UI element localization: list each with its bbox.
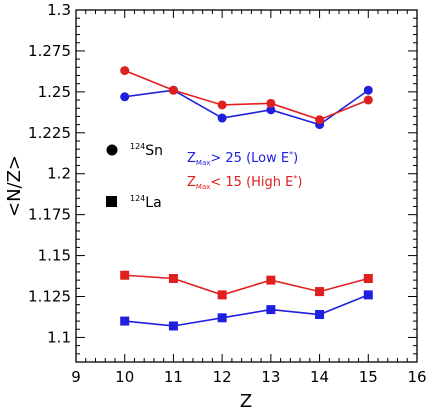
data-point xyxy=(363,290,373,300)
data-point xyxy=(120,92,130,102)
series-line xyxy=(124,89,369,126)
y-tick-label: 1.225 xyxy=(28,124,71,142)
data-point xyxy=(120,66,130,76)
data-point xyxy=(217,113,227,123)
plot-frame xyxy=(75,9,418,363)
legend-high-excitation: ZMax< 15 (High E*) xyxy=(187,174,302,191)
data-point xyxy=(266,105,276,115)
y-tick-label: 1.15 xyxy=(38,247,71,265)
y-tick-label: 1.25 xyxy=(38,83,71,101)
data-point xyxy=(120,270,130,280)
y-tick-label: 1.275 xyxy=(28,42,71,60)
x-axis: 9 10 11 12 13 14 15 16 xyxy=(71,10,427,386)
data-point xyxy=(168,274,178,284)
x-tick-label: 16 xyxy=(407,368,426,386)
data-point xyxy=(266,305,276,315)
series-line xyxy=(124,69,369,121)
data-point xyxy=(266,275,276,285)
legend: 124Sn 124La ZMax> 25 (Low E*) ZMax< 15 (… xyxy=(106,142,302,211)
y-tick-label: 1.125 xyxy=(28,288,71,306)
data-point xyxy=(217,313,227,323)
data-point xyxy=(363,85,373,95)
series-line xyxy=(124,294,369,327)
y-tick-label: 1.1 xyxy=(47,328,71,346)
data-point xyxy=(120,316,130,326)
y-axis-title: <N/Z> xyxy=(4,155,25,217)
x-tick-label: 11 xyxy=(164,368,183,386)
data-point xyxy=(363,274,373,284)
x-axis-title: Z xyxy=(240,391,252,412)
data-point xyxy=(168,85,178,95)
legend-circle-marker xyxy=(106,144,118,156)
legend-sn-label: 124Sn xyxy=(130,142,163,159)
data-point xyxy=(315,310,325,320)
data-point xyxy=(217,100,227,110)
data-point xyxy=(266,98,276,108)
x-tick-label: 9 xyxy=(71,368,81,386)
y-tick-label: 1.3 xyxy=(47,1,71,19)
series-line xyxy=(124,274,369,296)
y-tick-label: 1.175 xyxy=(28,206,71,224)
y-tick-label: 1.2 xyxy=(47,165,71,183)
data-point xyxy=(315,115,325,125)
data-point xyxy=(315,287,325,297)
x-tick-label: 10 xyxy=(115,368,134,386)
data-point xyxy=(363,95,373,105)
legend-low-excitation: ZMax> 25 (Low E*) xyxy=(187,150,298,167)
series-layer xyxy=(120,66,373,331)
data-point xyxy=(168,321,178,331)
data-point xyxy=(217,290,227,300)
x-tick-label: 13 xyxy=(261,368,280,386)
y-axis: 1.1 1.125 1.15 1.175 1.2 1.225 1.25 1.275 1.3 xyxy=(28,1,417,355)
x-tick-label: 15 xyxy=(359,368,378,386)
x-tick-label: 12 xyxy=(213,368,232,386)
legend-square-marker xyxy=(106,196,117,207)
x-tick-label: 14 xyxy=(310,368,329,386)
legend-la-label: 124La xyxy=(130,194,162,211)
